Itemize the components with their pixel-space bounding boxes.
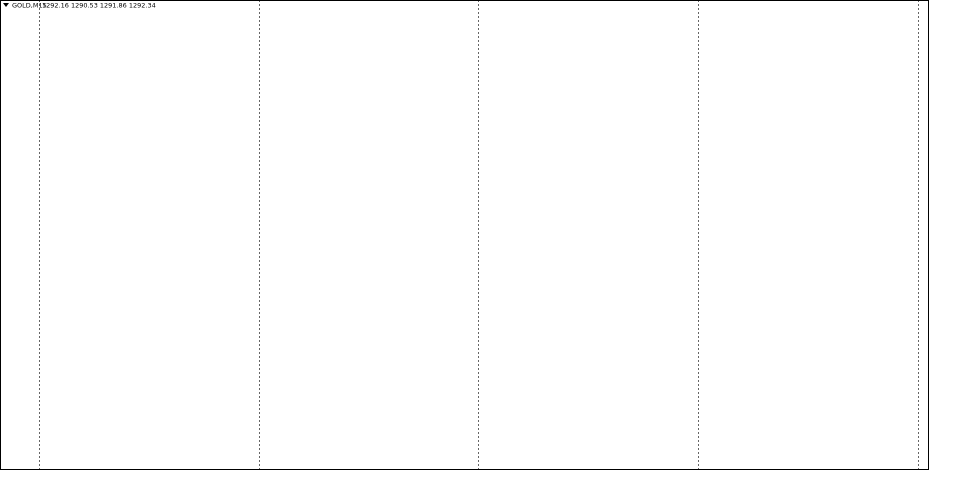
chart-title: GOLD,M15 xyxy=(12,2,47,10)
plot-frame xyxy=(0,0,929,470)
chart-subtitle: 1292.16 1290.53 1291.86 1292.34 xyxy=(42,2,156,10)
menu-triangle xyxy=(3,3,9,7)
